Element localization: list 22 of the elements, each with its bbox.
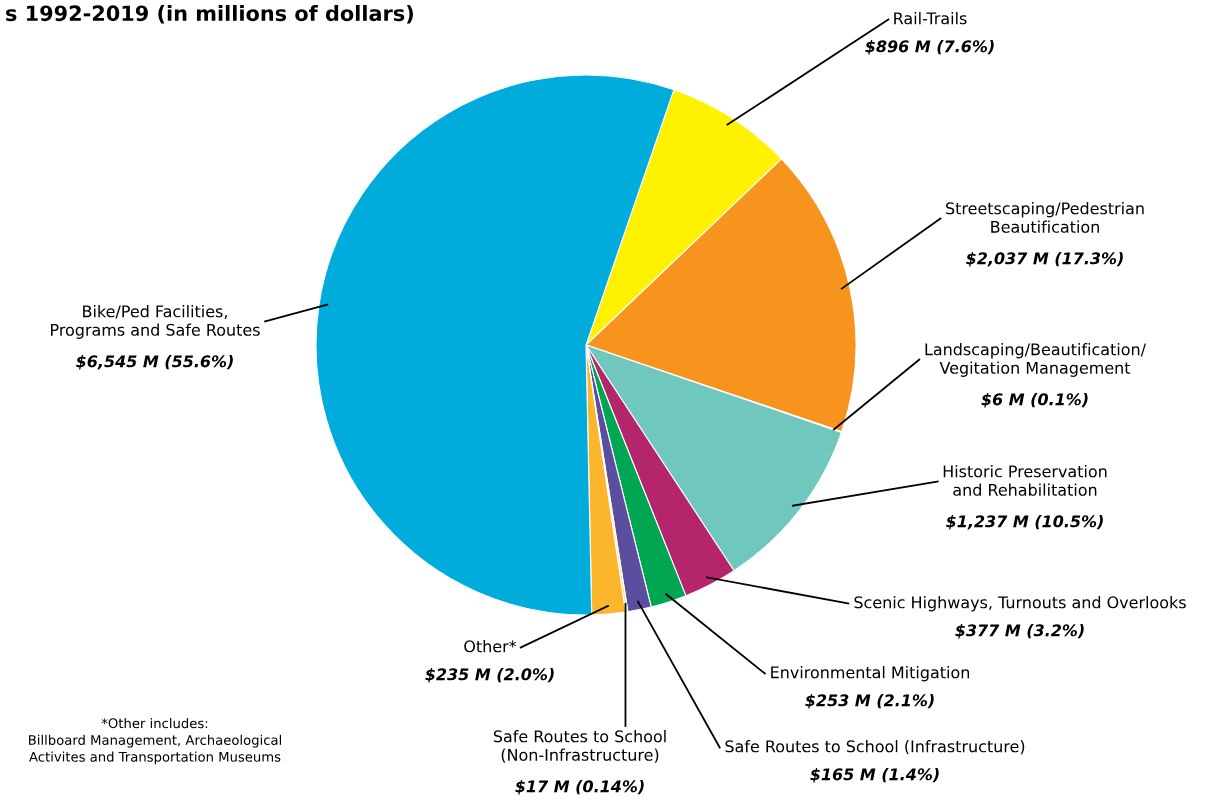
data-label: $235 M (2.0%): [425, 668, 554, 683]
text: *Other includes: Billboard Management, Archaeological Activites and Transportation Museums: [29, 718, 281, 765]
slice-label: Safe Routes to School (Non-Infrastructure): [493, 730, 666, 763]
chart-title: s 1992-2019 (in millions of dollars): [6, 5, 413, 24]
slice-label: Scenic Highways, Turnouts and Overlooks: [854, 596, 1186, 612]
data-label: $6 M (0.1%): [981, 393, 1088, 408]
slice-label: Rail-Trails: [894, 12, 967, 25]
slice-label: Landscaping/Beautification/ Vegitation Management: [925, 343, 1147, 377]
data-label: $2,037 M (17.3%): [966, 252, 1123, 267]
slice-label: Streetscaping/Pedestrian Beautification: [946, 202, 1144, 233]
data-label: $377 M (3.2%): [955, 624, 1084, 639]
data-label: $6,545 M (55.6%): [76, 355, 233, 370]
slice-label: Historic Preservation and Rehabilitation: [943, 465, 1107, 496]
data-label: $253 M (2.1%): [805, 694, 934, 709]
data-label: $165 M (1.4%): [810, 768, 939, 783]
data-label: $1,237 M (10.5%): [946, 515, 1103, 530]
slice-label: Safe Routes to School (Infrastructure): [725, 740, 1025, 755]
data-label: $17 M (0.14%): [515, 780, 644, 795]
data-label: $896 M (7.6%): [865, 40, 994, 55]
slice-label: Bike/Ped Facilities, Programs and Safe Routes: [51, 305, 260, 339]
slice-label: Other*: [464, 640, 517, 653]
slice-label: Environmental Mitigation: [771, 666, 970, 682]
